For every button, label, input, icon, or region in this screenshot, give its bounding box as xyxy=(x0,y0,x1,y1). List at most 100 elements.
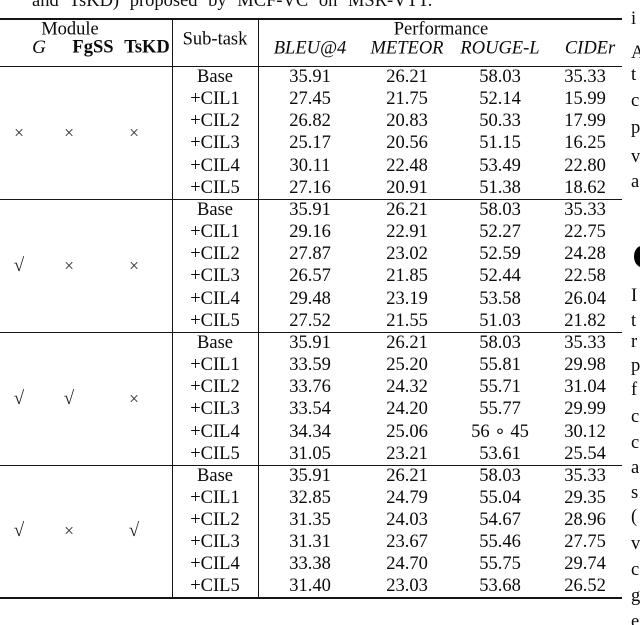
table-rule-header xyxy=(0,66,622,68)
margin-text-fragment: c xyxy=(631,91,640,111)
g-flag: × xyxy=(14,122,24,142)
table-row: +CIL5 27.52 21.55 51.03 21.82 xyxy=(172,310,622,332)
metric-value-cell: 31.35 xyxy=(289,509,331,530)
metric-value-cell: 26.82 xyxy=(289,111,331,132)
tskd-column-header: TsKD xyxy=(124,37,170,58)
module-config-group: √ × × Base 35.91 26.21 58.03 35.33 +CIL1 29.16 22.… xyxy=(0,199,622,332)
metric-value-cell: 24.28 xyxy=(564,244,606,265)
table-row: +CIL5 27.16 20.91 51.38 18.62 xyxy=(172,177,622,199)
table-row: +CIL3 31.31 23.67 55.46 27.75 xyxy=(172,531,622,553)
group-rows: Base 35.91 26.21 58.03 35.33 +CIL1 29.16 22.91 5… xyxy=(172,199,622,332)
metric-value-cell: 23.02 xyxy=(386,244,428,265)
table-caption-fragment: and TsKD) proposed by MCF-VC on MSR-VTT. xyxy=(32,0,472,13)
margin-text-fragment: I xyxy=(631,286,638,306)
metric-value-cell: 29.74 xyxy=(564,553,606,574)
metric-value-cell: 55.75 xyxy=(479,553,521,574)
table-row: Base 35.91 26.21 58.03 35.33 xyxy=(172,66,622,88)
metric-value-cell: 22.80 xyxy=(564,155,606,176)
subtask-header: Sub-task xyxy=(182,29,248,50)
metric-value-cell: 15.99 xyxy=(564,89,606,109)
metric-value-cell: 20.91 xyxy=(386,177,428,198)
metric-value-cell: 29.16 xyxy=(289,222,331,242)
table-row: +CIL1 33.59 25.20 55.81 29.98 xyxy=(172,354,622,376)
group-rows: Base 35.91 26.21 58.03 35.33 +CIL1 32.85 24.79 5… xyxy=(172,465,622,597)
metric-value-cell: 35.33 xyxy=(564,465,606,486)
metric-value-cell: 58.03 xyxy=(479,465,521,486)
rouge-column-header: ROUGE-L xyxy=(460,38,540,59)
margin-text-fragment: f xyxy=(631,380,638,400)
subtask-cell: Base xyxy=(197,66,233,87)
module-config-group: √ √ × Base 35.91 26.21 58.03 35.33 +CIL1 33.59 25.… xyxy=(0,332,622,465)
tskd-flag: × xyxy=(129,122,139,142)
fgss-flag: × xyxy=(64,520,74,541)
metric-value-cell: 21.85 xyxy=(386,266,428,287)
table-row: +CIL2 26.82 20.83 50.33 17.99 xyxy=(172,110,622,132)
subtask-cell: Base xyxy=(197,199,233,220)
table-row: +CIL2 33.76 24.32 55.71 31.04 xyxy=(172,376,622,398)
metric-value-cell: 33.76 xyxy=(289,377,331,398)
subtask-cell: +CIL5 xyxy=(190,177,240,198)
subtask-cell: +CIL3 xyxy=(190,266,240,287)
table-vrule-module xyxy=(172,18,174,598)
margin-text-fragment: i xyxy=(631,9,637,29)
caption-text: and TsKD) proposed by MCF-VC on MSR-VTT. xyxy=(32,0,433,11)
table-row: +CIL4 30.11 22.48 53.49 22.80 xyxy=(172,155,622,177)
metric-value-cell: 30.11 xyxy=(289,155,331,176)
metric-value-cell: 25.06 xyxy=(386,421,428,442)
metric-value-cell: 20.83 xyxy=(386,111,428,132)
metric-value-cell: 22.48 xyxy=(386,155,428,176)
margin-text-fragment: a xyxy=(631,458,640,478)
metric-value-cell: 29.48 xyxy=(289,288,331,309)
meteor-column-header: METEOR xyxy=(370,38,444,59)
metric-value-cell: 23.03 xyxy=(386,575,428,596)
subtask-cell: +CIL1 xyxy=(190,355,240,375)
metric-value-cell: 51.03 xyxy=(479,310,521,331)
metric-value-cell: 34.34 xyxy=(289,421,331,442)
table-row: Base 35.91 26.21 58.03 35.33 xyxy=(172,465,622,487)
subtask-cell: +CIL1 xyxy=(190,89,240,109)
table-row: +CIL3 25.17 20.56 51.15 16.25 xyxy=(172,133,622,155)
margin-text-fragment: p xyxy=(631,118,640,138)
metric-value-cell: 18.62 xyxy=(564,177,606,198)
metric-value-cell: 25.20 xyxy=(386,355,428,375)
metric-value-cell: 24.20 xyxy=(386,399,428,420)
metric-value-cell: 26.21 xyxy=(386,199,428,220)
metric-value-cell: 21.82 xyxy=(564,310,606,331)
fgss-flag: √ xyxy=(63,387,75,409)
margin-text-fragment: v xyxy=(631,534,640,554)
metric-value-cell: 33.59 xyxy=(289,355,331,375)
subtask-cell: +CIL2 xyxy=(190,111,240,132)
margin-text-fragment: c xyxy=(631,560,640,580)
metric-value-cell: 20.56 xyxy=(386,133,428,154)
cider-column-header: CIDEr xyxy=(564,38,616,59)
fgss-flag: × xyxy=(64,255,74,275)
subtask-cell: +CIL5 xyxy=(190,443,240,464)
metric-value-cell: 35.91 xyxy=(289,199,331,220)
table-rule-group2 xyxy=(0,332,622,334)
metric-value-cell: 53.49 xyxy=(479,155,521,176)
table-row: Base 35.91 26.21 58.03 35.33 xyxy=(172,332,622,354)
metric-value-cell: 53.61 xyxy=(479,443,521,464)
subtask-cell: +CIL4 xyxy=(190,553,240,574)
table-row: +CIL1 29.16 22.91 52.27 22.75 xyxy=(172,221,622,243)
metric-value-cell: 29.35 xyxy=(564,487,606,508)
metric-value-cell: 51.38 xyxy=(479,177,521,198)
table-row: +CIL5 31.40 23.03 53.68 26.52 xyxy=(172,575,622,597)
subtask-cell: Base xyxy=(197,332,233,353)
metric-value-cell: 56 ∘ 45 xyxy=(471,421,529,442)
fgss-column-header: FgSS xyxy=(72,37,114,58)
subtask-cell: +CIL4 xyxy=(190,421,240,442)
metric-value-cell: 52.44 xyxy=(479,266,521,287)
table-row: +CIL5 31.05 23.21 53.61 25.54 xyxy=(172,443,622,465)
g-flag: √ xyxy=(13,387,25,409)
module-config-group: √ × √ Base 35.91 26.21 58.03 35.33 +CIL1 32.85 24.… xyxy=(0,465,622,597)
subtask-cell: +CIL5 xyxy=(190,310,240,331)
margin-text-fragment: ( xyxy=(631,507,638,527)
margin-text-fragment: t xyxy=(631,65,637,85)
tskd-flag: × xyxy=(129,255,139,275)
metric-value-cell: 25.54 xyxy=(564,443,606,464)
module-header: Module xyxy=(41,19,99,40)
metric-value-cell: 31.04 xyxy=(564,377,606,398)
table-row: +CIL3 33.54 24.20 55.77 29.99 xyxy=(172,399,622,421)
metric-value-cell: 29.99 xyxy=(564,399,606,420)
